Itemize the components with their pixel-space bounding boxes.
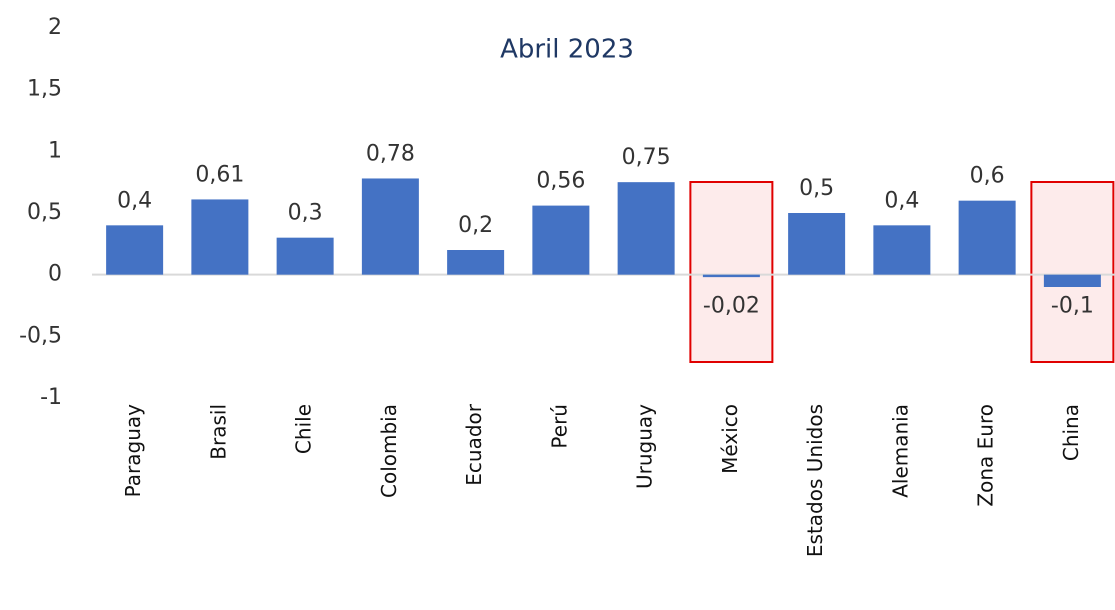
data-label: 0,4 (117, 188, 152, 213)
data-label: 0,56 (536, 169, 585, 194)
y-tick-label: 1,5 (27, 77, 62, 102)
data-label: 0,4 (884, 188, 919, 213)
y-tick-label: 1 (48, 138, 62, 163)
x-tick-label: Ecuador (462, 403, 486, 485)
bar (873, 225, 931, 275)
data-label: -0,02 (703, 294, 760, 319)
data-label: 0,5 (799, 176, 834, 201)
bar (702, 274, 760, 278)
bar (617, 182, 675, 275)
y-tick-label: 0 (48, 262, 62, 287)
chart-title: Abril 2023 (500, 35, 634, 65)
data-label: 0,6 (970, 164, 1005, 189)
bar (191, 199, 249, 275)
bar (106, 225, 164, 275)
bar (958, 200, 1016, 275)
x-tick-label: México (718, 404, 742, 474)
data-label: 0,78 (366, 141, 415, 166)
y-tick-label: 0,5 (27, 200, 62, 225)
x-tick-label: Brasil (206, 404, 230, 460)
y-tick-label: 2 (48, 15, 62, 40)
x-tick-label: China (1059, 404, 1083, 461)
highlight-box (1030, 181, 1115, 363)
data-label: 0,75 (622, 145, 671, 170)
bar (1043, 274, 1101, 287)
x-tick-label: Estados Unidos (803, 404, 827, 557)
bar (361, 178, 419, 275)
bar (276, 237, 334, 275)
x-tick-label: Alemania (888, 404, 912, 498)
highlight-box (689, 181, 774, 363)
x-tick-label: Uruguay (633, 404, 657, 489)
data-label: -0,1 (1051, 294, 1094, 319)
x-tick-label: Perú (547, 404, 571, 449)
y-tick-label: -0,5 (19, 323, 62, 348)
x-tick-label: Colombia (377, 404, 401, 498)
x-tick-label: Paraguay (121, 404, 145, 498)
x-tick-label: Zona Euro (974, 404, 998, 507)
x-tick-label: Chile (292, 404, 316, 454)
data-label: 0,3 (288, 201, 323, 226)
bar (447, 250, 505, 275)
bar (788, 213, 846, 275)
data-label: 0,61 (195, 162, 244, 187)
bar (532, 205, 590, 275)
data-label: 0,2 (458, 213, 493, 238)
y-tick-label: -1 (40, 385, 62, 410)
